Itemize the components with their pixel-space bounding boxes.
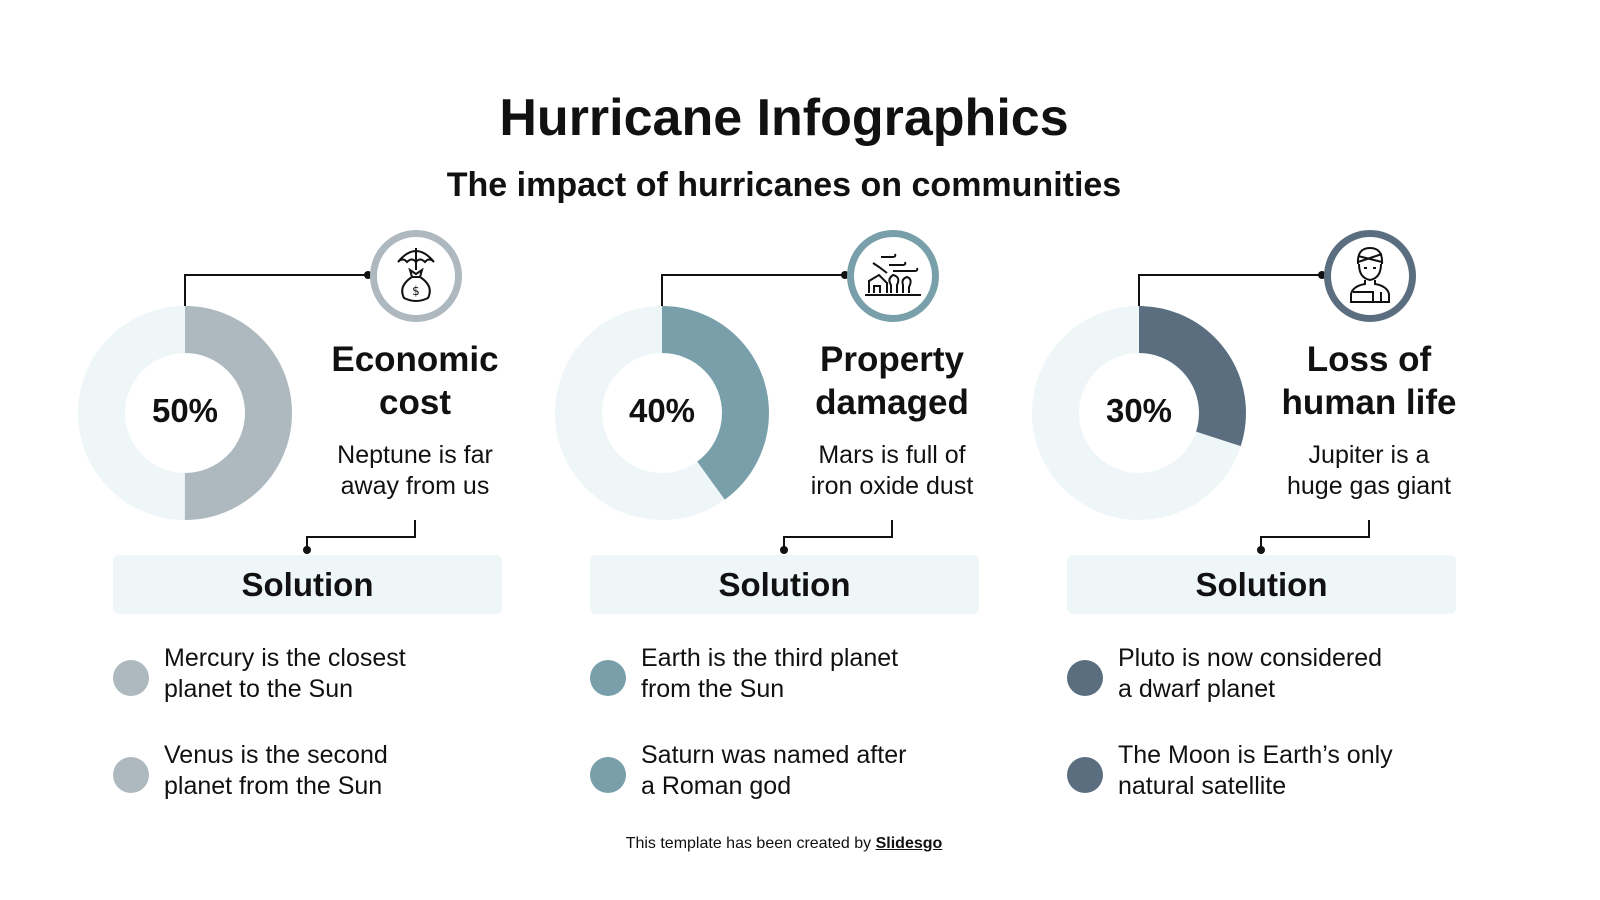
bullet-dot [590, 660, 626, 696]
bullet-item: Pluto is now considered a dwarf planet [1067, 643, 1447, 713]
bullet-item: Venus is the second planet from the Sun [113, 740, 493, 810]
bullet-item: Mercury is the closest planet to the Sun [113, 643, 493, 713]
column-title: Economic cost [331, 340, 499, 422]
donut-arc [1032, 306, 1246, 520]
donut-arc [555, 306, 769, 520]
connector-lines [184, 271, 416, 554]
percent-label: 30% [1105, 392, 1173, 429]
column-title: Property damaged [815, 340, 969, 422]
column-description: Neptune is far away from us [337, 441, 493, 500]
bullet-item: Earth is the third planet from the Sun [590, 643, 970, 713]
footer-text: This template has been created by [625, 835, 876, 852]
donut-arc [78, 306, 292, 520]
bullet-dot [1067, 660, 1103, 696]
umbrella-money-bag-badge: $ [370, 230, 462, 322]
umbrella-money-bag-icon: $ [394, 244, 438, 309]
bullet-dot [113, 757, 149, 793]
wind-damaged-house-badge [847, 230, 939, 322]
page-subtitle: The impact of hurricanes on communities [446, 166, 1122, 204]
injured-person-icon [1347, 244, 1393, 309]
injured-person-badge [1324, 230, 1416, 322]
footer: This template has been created by Slides… [0, 835, 1568, 853]
bullet-item: The Moon is Earth’s only natural satellit… [1067, 740, 1447, 810]
page-title: Hurricane Infographics [499, 89, 1069, 147]
impact-column: 40% Property damaged Mars is full of iron … [477, 0, 979, 900]
bullet-dot [590, 757, 626, 793]
percent-label: 40% [628, 392, 696, 429]
svg-text:$: $ [412, 284, 420, 298]
bullet-dot [113, 660, 149, 696]
column-description: Mars is full of iron oxide dust [810, 441, 974, 500]
column-description: Jupiter is a huge gas giant [1286, 441, 1452, 500]
impact-column: 30% Loss of human life Jupiter is a huge g… [954, 0, 1457, 900]
solution-heading: Solution [113, 555, 502, 614]
column-title: Loss of human life [1281, 340, 1457, 422]
bullet-item: Saturn was named after a Roman god [590, 740, 970, 810]
percent-label: 50% [151, 392, 219, 429]
solution-heading: Solution [590, 555, 979, 614]
solution-heading: Solution [1067, 555, 1456, 614]
bullet-dot [1067, 757, 1103, 793]
slidesgo-link[interactable]: Slidesgo [875, 835, 943, 852]
donut-chart [78, 306, 292, 520]
donut-chart [1032, 306, 1246, 520]
wind-damaged-house-icon [863, 249, 923, 304]
impact-column: 50% $ Economic cost Neptune is far away fr… [0, 0, 502, 900]
donut-chart [555, 306, 769, 520]
